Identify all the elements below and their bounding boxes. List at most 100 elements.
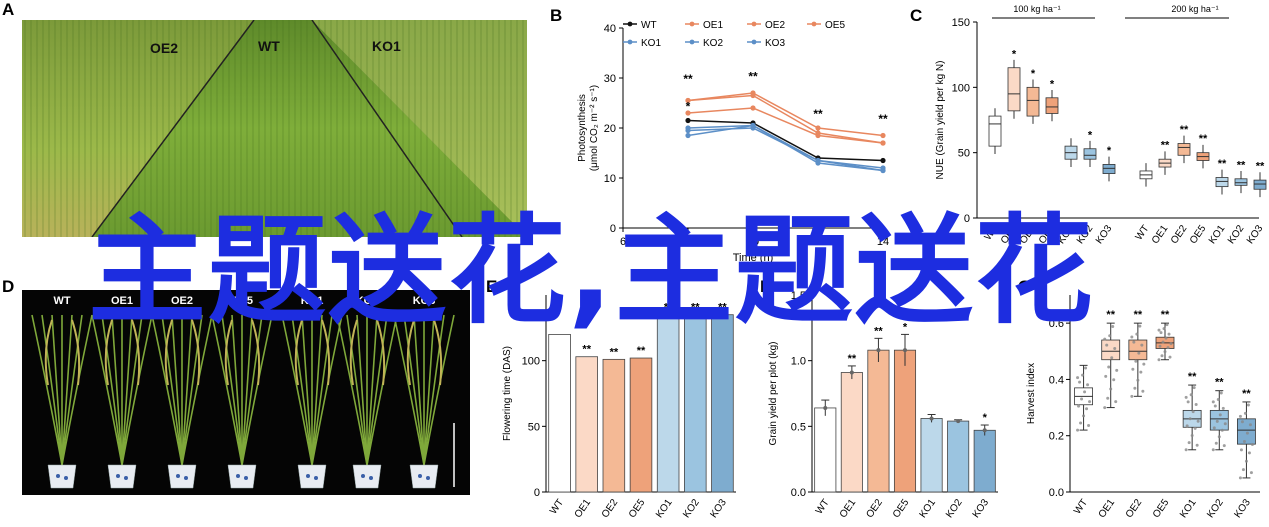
pot-pattern xyxy=(116,474,120,478)
series-point xyxy=(815,125,821,131)
box-body xyxy=(1083,148,1097,160)
plant-panicle xyxy=(433,319,443,386)
bar xyxy=(893,349,917,493)
significance-mark: ** xyxy=(1199,133,1208,145)
plant-pot xyxy=(409,464,439,489)
plant-pot xyxy=(47,464,77,489)
data-point xyxy=(1161,340,1165,344)
plant-stem xyxy=(403,314,425,466)
box-oe2 xyxy=(1026,79,1040,124)
series-line xyxy=(687,92,884,137)
series-point xyxy=(880,167,886,174)
data-point xyxy=(1168,355,1172,359)
y-tick-label: 0.6 xyxy=(1049,318,1064,330)
series-point xyxy=(685,97,691,104)
data-point xyxy=(1165,323,1169,327)
significance-mark: ** xyxy=(1161,309,1170,321)
data-point xyxy=(982,428,987,433)
x-tick-label: 8 xyxy=(685,236,691,248)
y-tick-label: 0 xyxy=(964,213,970,225)
overlay-banner: 主题送花,主题送花 xyxy=(0,205,1269,345)
data-point xyxy=(1107,365,1111,369)
legend-marker xyxy=(751,21,757,27)
data-point xyxy=(1190,434,1194,438)
field-label-oe2: OE2 xyxy=(150,40,179,56)
box-wt xyxy=(988,108,1002,154)
significance-mark: * xyxy=(1107,145,1112,157)
box-body xyxy=(1253,179,1267,190)
plant-stem xyxy=(231,314,243,466)
data-point xyxy=(1077,404,1081,408)
data-point xyxy=(1105,343,1109,347)
y-axis-label: Harvest index xyxy=(1026,363,1037,424)
plant-stem xyxy=(121,314,153,466)
y-tick-label: 0.2 xyxy=(1049,431,1064,443)
legend-label: KO3 xyxy=(765,38,785,49)
data-point xyxy=(1083,390,1087,394)
plant-panicle xyxy=(376,319,386,386)
plant-label: KO3 xyxy=(413,295,436,307)
field-label-ko1: KO1 xyxy=(372,38,401,54)
plant-oe5 xyxy=(211,314,273,489)
x-tick-label: 14 xyxy=(877,236,889,248)
x-axis-label: Time (h) xyxy=(733,252,774,264)
y-axis-label: NUE (Grain yield per kg N) xyxy=(935,61,946,180)
pot-pattern xyxy=(236,474,240,478)
plant-stem xyxy=(61,314,93,466)
significance-mark: ** xyxy=(878,112,888,126)
bar xyxy=(575,356,598,493)
plant-stem xyxy=(336,314,368,466)
box-body xyxy=(1237,418,1256,445)
data-point xyxy=(1187,441,1191,445)
bar xyxy=(920,418,943,493)
plant-stem xyxy=(121,314,143,466)
data-point xyxy=(1087,424,1091,428)
x-tick-label: KO3 xyxy=(708,497,729,520)
significance-mark: ** xyxy=(718,302,727,314)
data-point xyxy=(929,416,934,421)
plant-stem xyxy=(366,314,398,466)
y-tick-label: 0.0 xyxy=(1049,487,1064,499)
series-point xyxy=(880,140,886,146)
data-point xyxy=(956,419,961,424)
data-point xyxy=(1241,468,1245,472)
significance-mark: ** xyxy=(582,344,591,356)
data-point xyxy=(1142,362,1146,366)
plant-stem xyxy=(241,314,263,466)
plant-stem xyxy=(121,314,133,466)
panel-letter-d: D xyxy=(2,277,15,296)
data-point xyxy=(1138,324,1142,328)
x-tick-label: OE2 xyxy=(864,497,885,520)
y-tick-label: 150 xyxy=(952,17,970,29)
y-axis-label: Photosynthesis(μmol CO₂ m⁻² s⁻¹) xyxy=(577,85,600,171)
series-line xyxy=(687,94,884,144)
plant-pot xyxy=(227,464,257,489)
bar xyxy=(814,407,837,493)
series-point xyxy=(750,122,756,129)
plant-stem xyxy=(423,314,445,466)
significance-mark: ** xyxy=(691,302,700,314)
plant-label: OE5 xyxy=(231,295,253,307)
plant-stem xyxy=(241,314,253,466)
y-axis-label: Grain yield per plot (kg) xyxy=(768,342,779,446)
plant-stem xyxy=(346,314,368,466)
plant-panicle xyxy=(294,319,303,386)
x-tick-label: KO2 xyxy=(944,497,965,520)
significance-mark: ** xyxy=(1242,388,1251,400)
bar xyxy=(684,314,707,493)
pot-pattern xyxy=(184,476,188,480)
box-oe5 xyxy=(1155,322,1175,362)
overlay-title: 主题送花,主题送花 xyxy=(88,202,1095,340)
box-body xyxy=(1215,177,1229,188)
box-wt xyxy=(1139,163,1153,187)
data-point xyxy=(1215,419,1219,423)
x-tick-label: KO1 xyxy=(918,497,939,520)
plant-stem xyxy=(356,314,368,466)
plants-photo: WT OE1 OE2 OE5 KO1 KO2 KO3 xyxy=(22,290,470,495)
significance-mark: * xyxy=(686,100,691,114)
legend-label: KO1 xyxy=(641,38,661,49)
data-point xyxy=(1139,370,1143,374)
data-point xyxy=(1238,476,1242,480)
significance-mark: ** xyxy=(1218,158,1227,170)
data-point xyxy=(876,348,881,353)
